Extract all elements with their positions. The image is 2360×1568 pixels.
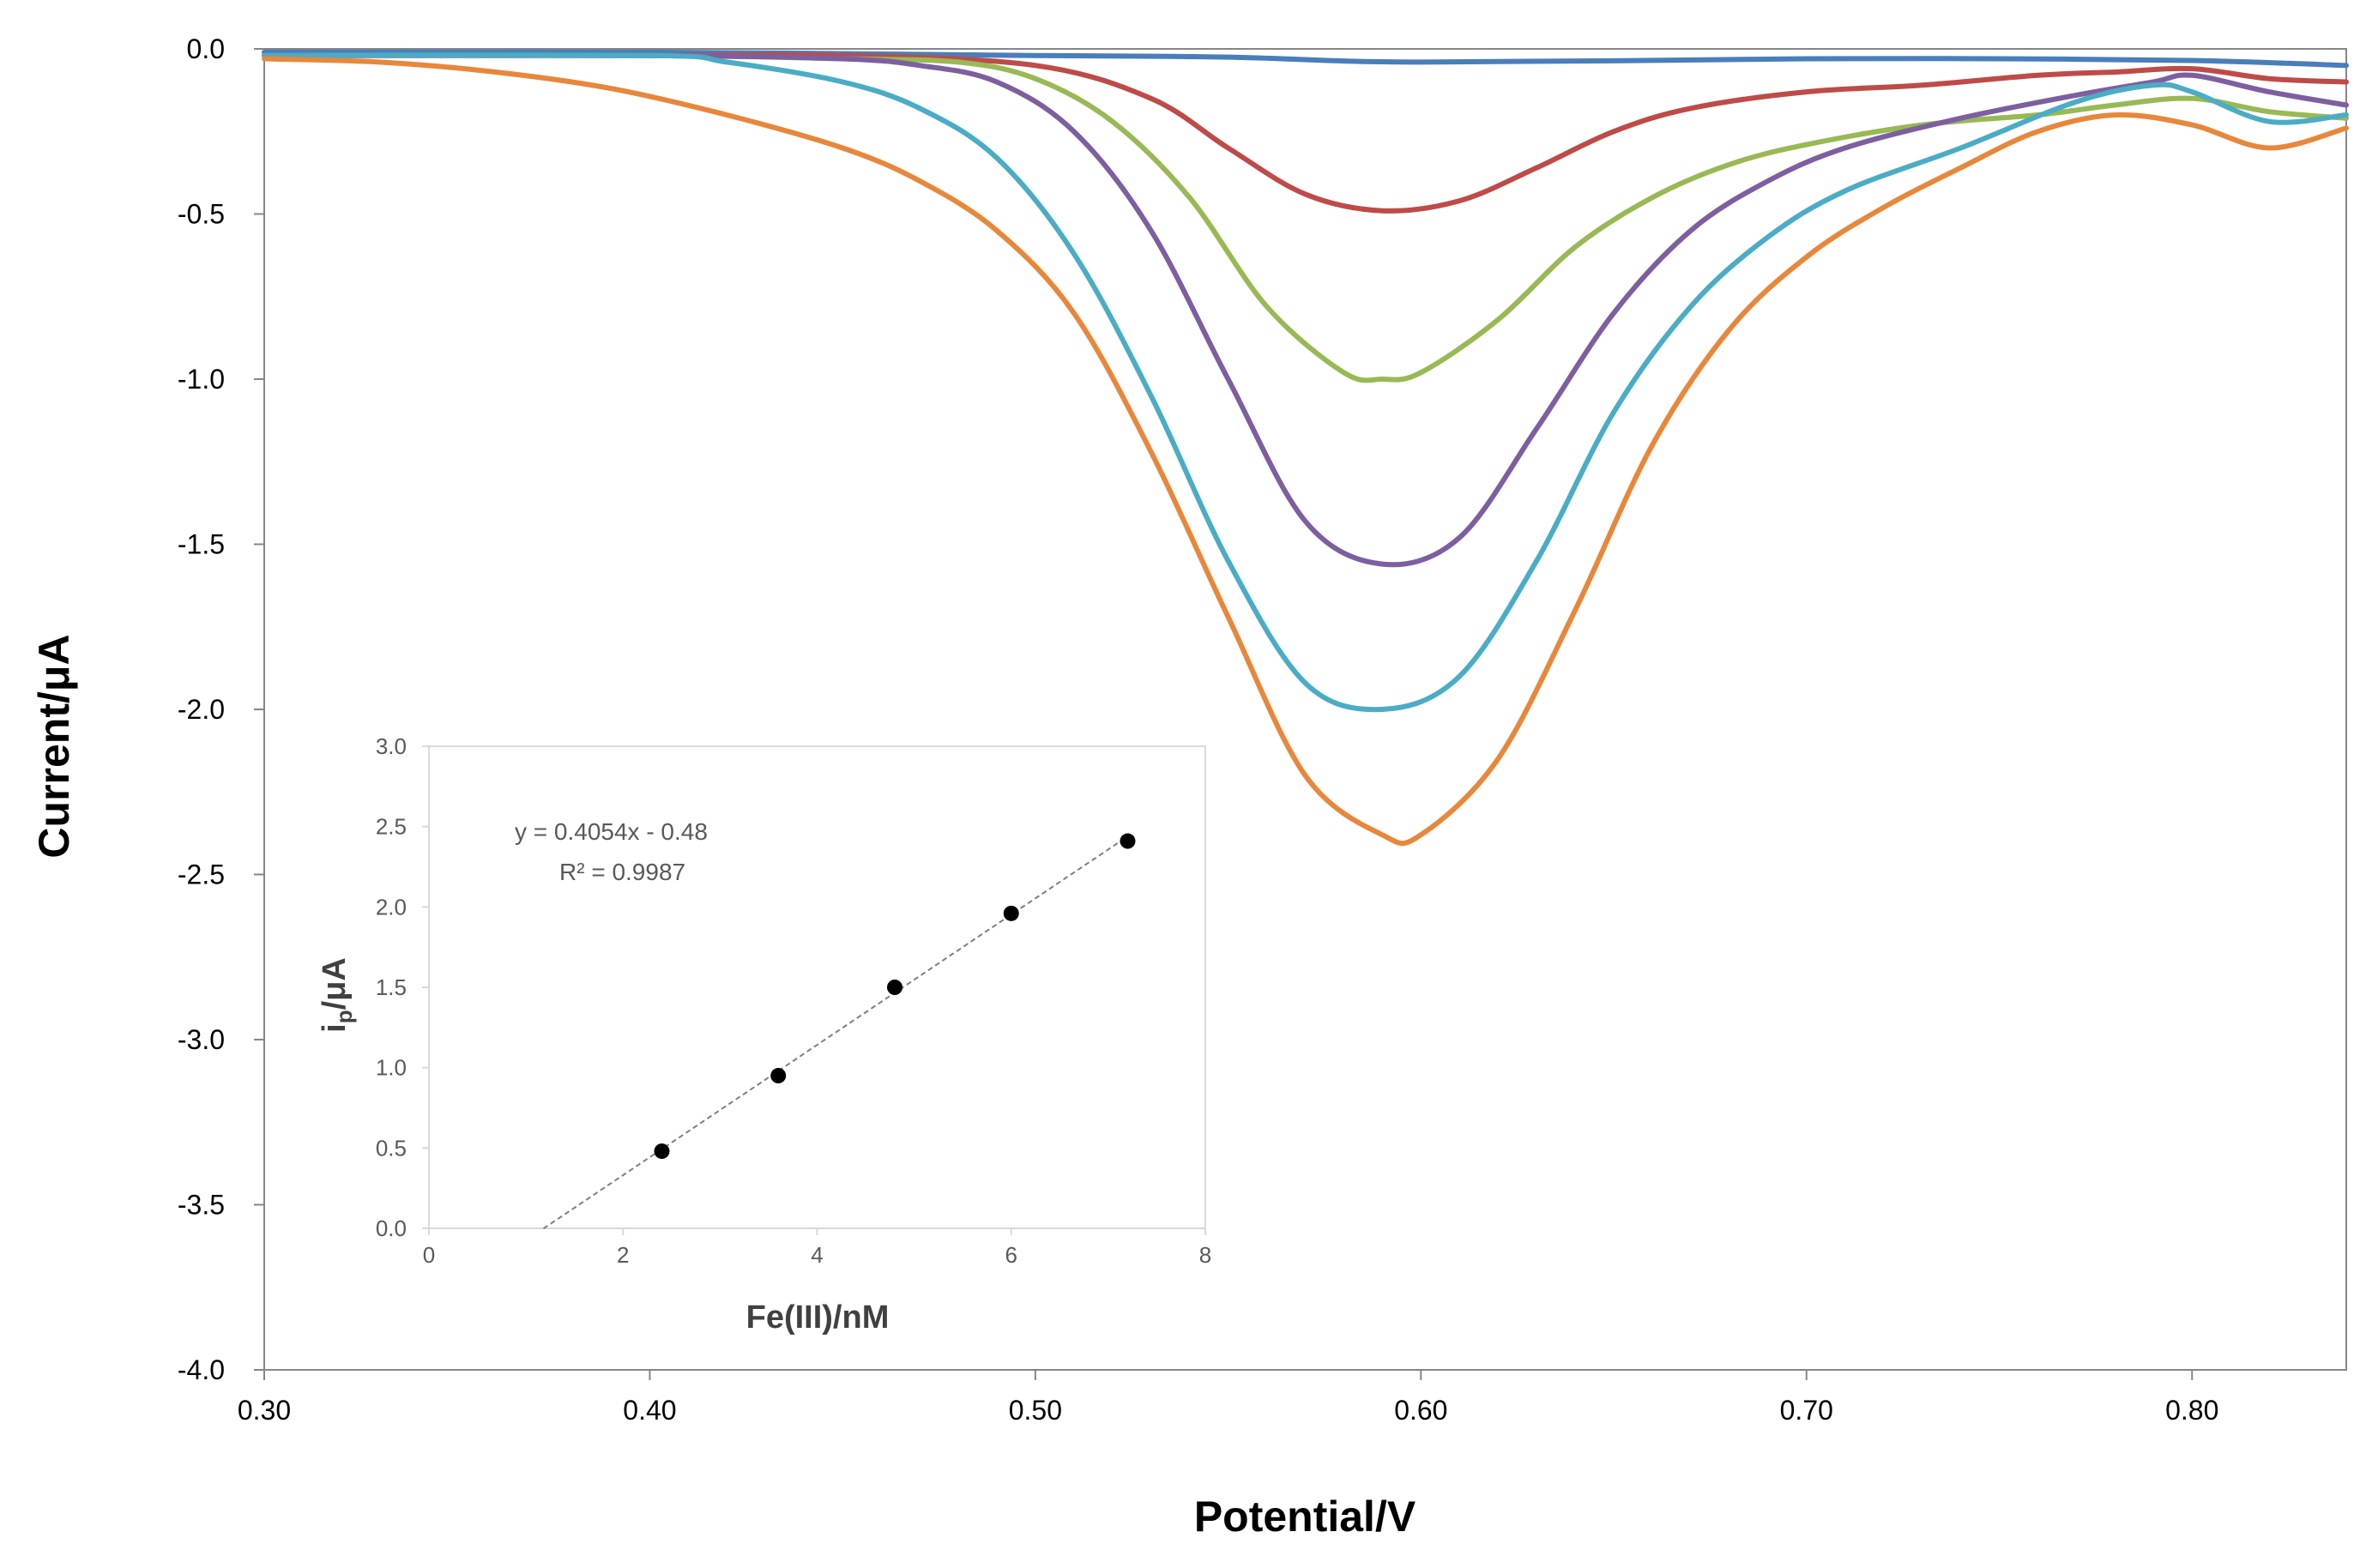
- inset-data-point: [1120, 833, 1136, 849]
- main-y-tick-label: -4.0: [178, 1354, 225, 1385]
- main-y-tick-label: -3.5: [178, 1190, 225, 1221]
- main-x-tick-label: 0.70: [1780, 1395, 1833, 1426]
- inset-data-point: [887, 980, 902, 995]
- series-line-series-4: [262, 52, 2349, 713]
- inset-y-title-rest: /μA: [317, 957, 353, 1010]
- inset-y-tick-label: 1.5: [376, 974, 407, 1000]
- inset-y-title-main: i: [317, 1023, 353, 1033]
- inset-y-tick-label: 2.5: [376, 814, 407, 840]
- y-axis-title: Current/μA: [30, 634, 78, 858]
- main-x-tick-label: 0.60: [1394, 1395, 1447, 1426]
- inset-trendline: [542, 835, 1129, 1230]
- inset-y-tick-label: 1.0: [376, 1055, 407, 1081]
- main-y-tick-label: 0.0: [187, 33, 225, 64]
- inset-data-points: [654, 833, 1136, 1160]
- main-series-group: [262, 49, 2349, 847]
- inset-data-point: [1003, 905, 1019, 921]
- main-y-tick-label: -1.5: [178, 529, 225, 560]
- inset-y-tick-label: 0.0: [376, 1215, 407, 1241]
- series-line-series-3: [262, 52, 2349, 568]
- main-x-tick-label: 0.30: [238, 1395, 291, 1426]
- main-x-tick-label: 0.80: [2165, 1395, 2218, 1426]
- main-y-tick-label: -0.5: [178, 199, 225, 230]
- inset-x-tick-label: 4: [811, 1242, 823, 1268]
- main-x-tick-label: 0.50: [1009, 1395, 1062, 1426]
- inset-x-tick-label: 2: [617, 1242, 629, 1268]
- inset-data-point: [654, 1143, 670, 1160]
- inset-data-point: [770, 1068, 787, 1084]
- inset-x-tick-label: 6: [1005, 1242, 1017, 1268]
- inset-y-tick-label: 0.5: [376, 1135, 407, 1161]
- inset-y-tick-label: 2.0: [376, 894, 407, 920]
- series-line-series-5: [262, 56, 2349, 847]
- main-y-tick-label: -2.0: [178, 694, 225, 725]
- x-axis-title: Potential/V: [1194, 1493, 1416, 1541]
- inset-equation: y = 0.4054x - 0.48: [515, 818, 708, 845]
- inset-calibration-chart: 0 2 4 6 8 0.0 0.5 1.0 1.5 2.0 2.5 3.0 y = 0.4054x …: [317, 733, 1211, 1336]
- main-y-tick-label: -3.0: [178, 1024, 225, 1055]
- main-x-tick-label: 0.40: [623, 1395, 676, 1426]
- inset-y-tick-label: 3.0: [376, 733, 407, 759]
- series-line-series-1: [262, 51, 2349, 214]
- inset-r-squared: R² = 0.9987: [559, 859, 685, 885]
- inset-y-axis-title: ip/μA: [317, 957, 357, 1033]
- inset-x-axis-title: Fe(III)/nM: [746, 1300, 890, 1336]
- inset-x-ticks: 0 2 4 6 8: [423, 1228, 1211, 1268]
- inset-x-tick-label: 8: [1199, 1242, 1211, 1268]
- inset-y-title-sub: p: [331, 1010, 357, 1023]
- series-line-blank: [262, 49, 2349, 69]
- main-y-tick-label: -2.5: [178, 859, 225, 890]
- main-y-ticks: 0.0 -0.5 -1.0 -1.5 -2.0 -2.5 -3.0 -3.5 -4.0: [178, 33, 264, 1385]
- main-x-ticks: 0.30 0.40 0.50 0.60 0.70 0.80: [238, 1370, 2218, 1426]
- inset-x-tick-label: 0: [423, 1242, 435, 1268]
- inset-y-ticks: 0.0 0.5 1.0 1.5 2.0 2.5 3.0: [376, 733, 429, 1241]
- main-y-tick-label: -1.0: [178, 364, 225, 395]
